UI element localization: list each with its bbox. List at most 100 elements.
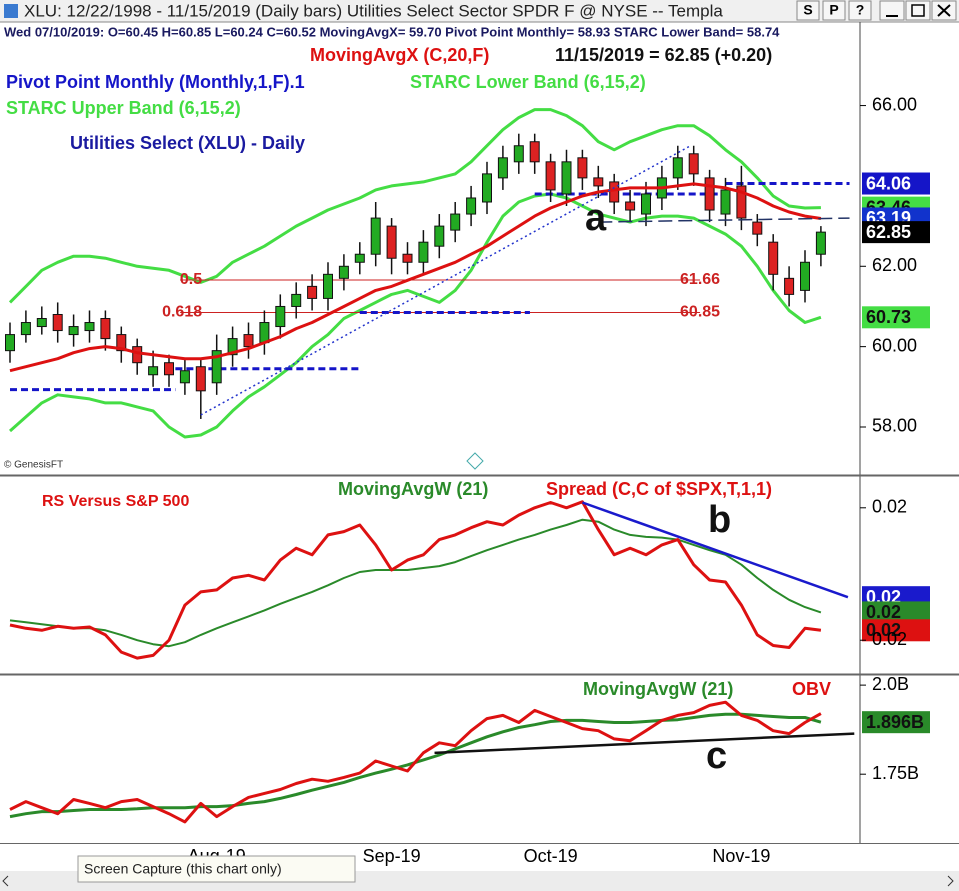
candle-body: [402, 253, 413, 263]
value-box-label: 62.85: [866, 222, 911, 242]
candle-body: [36, 318, 47, 328]
legend-entry: Spread (C,C of $SPX,T,1,1): [546, 479, 772, 499]
series-line: [9, 500, 822, 660]
minimize-button[interactable]: [879, 0, 905, 21]
series-line: [9, 518, 822, 648]
band-line: [9, 192, 822, 439]
last-quote: 11/15/2019 = 62.85 (+0.20): [555, 45, 772, 65]
band-line: [8, 108, 821, 304]
fib-value: 61.66: [680, 271, 720, 288]
candle-body: [768, 241, 779, 275]
candle-body: [418, 241, 429, 263]
x-tick-label: Oct-19: [524, 846, 578, 866]
button-frame[interactable]: [848, 0, 872, 21]
candle-body: [513, 145, 524, 163]
y-tick-label: 66.00: [872, 94, 917, 114]
candle-body: [561, 161, 572, 195]
annotation: a: [585, 197, 607, 239]
legend-entry: MovingAvgW (21): [338, 479, 488, 499]
trendline: [598, 217, 850, 223]
moving-average-line: [9, 182, 822, 373]
candle-body: [386, 225, 397, 259]
y-tick-label: 1.75B: [872, 763, 919, 783]
value-box: [862, 221, 930, 244]
button-label[interactable]: P: [829, 2, 838, 18]
candle-body: [497, 157, 508, 179]
trendline: [434, 732, 855, 755]
candle-body: [720, 189, 731, 215]
button-frame[interactable]: [796, 0, 820, 21]
button-frame[interactable]: [822, 0, 846, 21]
fib-value: 60.85: [680, 304, 720, 321]
candle-body: [641, 193, 651, 215]
candle-body: [784, 277, 795, 295]
candle-body: [688, 153, 699, 175]
candle-body: [100, 318, 111, 340]
legend-entry: OBV: [792, 679, 831, 699]
value-box: [862, 601, 930, 624]
candle-body: [148, 366, 159, 376]
y-tick-label: 0.02: [872, 629, 907, 649]
y-tick-label: 62.00: [872, 255, 917, 275]
scroll-arrows[interactable]: [2, 875, 954, 887]
annotation: b: [708, 499, 731, 541]
candle-body: [5, 334, 15, 352]
candle-body: [132, 346, 143, 364]
y-tick-label: 2.0B: [872, 674, 909, 694]
candle-body: [20, 322, 31, 336]
value-box: [862, 172, 930, 195]
value-box: [862, 711, 930, 734]
candle-body: [323, 273, 333, 299]
credit: © GenesisFT: [4, 460, 63, 471]
candle-body: [116, 334, 127, 352]
value-box-label: 0.02: [866, 602, 901, 622]
candle-body: [211, 350, 222, 384]
candle-body: [307, 285, 318, 299]
tooltip: Screen Capture (this chart only): [84, 861, 282, 877]
candle-body: [545, 161, 556, 191]
app-icon: [4, 4, 18, 18]
button-label[interactable]: S: [803, 2, 812, 18]
candle-body: [593, 177, 604, 187]
candle-body: [275, 305, 286, 328]
title-bar: [0, 0, 959, 22]
window-buttons[interactable]: S P ?: [796, 0, 957, 21]
maximize-icon: [911, 4, 925, 17]
legend-entry: STARC Lower Band (6,15,2): [410, 72, 646, 92]
candle-body: [52, 313, 63, 332]
scroll-marker: [466, 452, 484, 470]
legend-entry: STARC Upper Band (6,15,2): [6, 98, 241, 118]
candle-body: [243, 334, 254, 348]
fib-ratio: 0.5: [180, 271, 202, 288]
legend-entry: MovingAvgX (C,20,F): [310, 45, 489, 65]
info-line: Wed 07/10/2019: O=60.45 H=60.85 L=60.24 …: [4, 24, 780, 39]
candle-body: [466, 197, 477, 215]
y-tick-label: 0.02: [872, 497, 907, 517]
maximize-button[interactable]: [905, 0, 931, 21]
candle-body: [450, 213, 461, 231]
value-box: [862, 306, 930, 329]
value-box-label: 60.73: [866, 307, 911, 327]
candle-body: [195, 366, 206, 392]
legend-entry: Pivot Point Monthly (Monthly,1,F).1: [6, 72, 305, 92]
tooltip-box: [77, 855, 356, 883]
value-box: [862, 619, 930, 642]
candle-body: [815, 231, 826, 255]
candle-body: [338, 265, 349, 279]
annotation: c: [706, 735, 727, 777]
trendline: [581, 501, 849, 599]
candle-body: [482, 173, 492, 203]
panel-title: Utilities Select (XLU) - Daily: [70, 133, 305, 153]
candle-body: [625, 201, 636, 211]
candle-body: [370, 217, 381, 255]
candle-body: [672, 157, 683, 179]
candle-body: [800, 261, 810, 291]
candle-body: [179, 370, 190, 384]
candle-body: [609, 181, 620, 203]
button-label[interactable]: ?: [856, 2, 865, 18]
candle-body: [84, 322, 95, 332]
candle-body: [259, 322, 270, 344]
fib-ratio: 0.618: [162, 304, 202, 321]
